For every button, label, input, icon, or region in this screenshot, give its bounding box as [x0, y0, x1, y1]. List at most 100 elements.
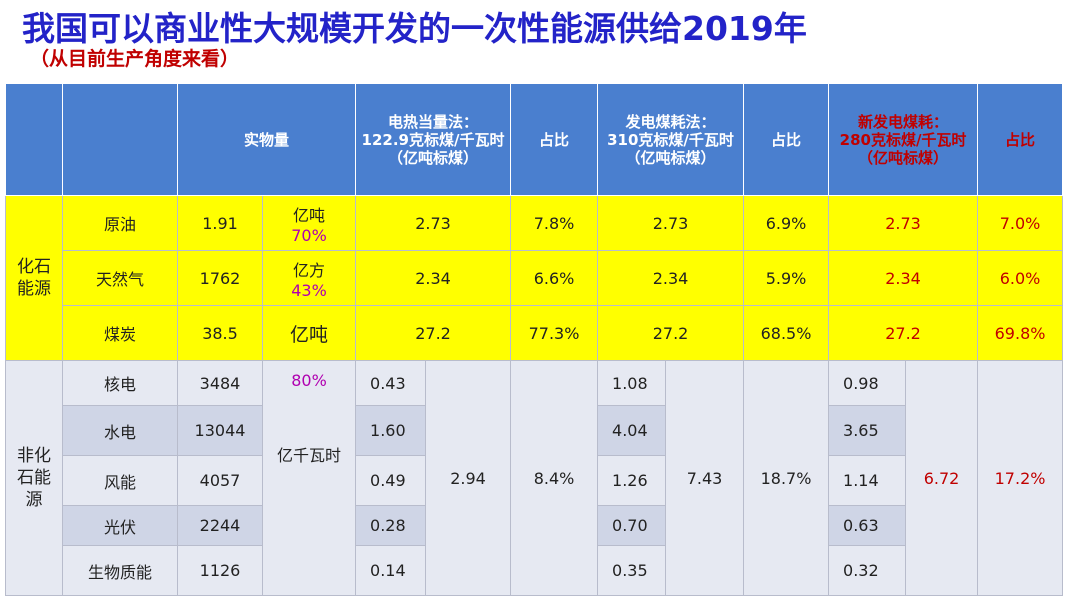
cell-value: 7.0%	[999, 213, 1041, 233]
cell-value: 77.3%	[528, 323, 580, 343]
table-cell: 风能	[62, 455, 178, 506]
cell-value: 27.2	[415, 323, 451, 343]
row-label: 光伏	[103, 517, 136, 537]
table-cell: 27.2	[828, 305, 979, 361]
table-cell: 6.9%	[743, 195, 830, 251]
table-row: 风能 4057 0.49 1.26 1.14	[6, 455, 1063, 506]
note: 43%	[291, 280, 327, 300]
table-cell: 亿吨	[261, 305, 357, 361]
table-cell: 6.72	[905, 360, 979, 596]
table-cell: 0.43	[355, 360, 427, 406]
total-value: 6.72	[923, 468, 960, 488]
table-cell: 占比	[743, 83, 830, 196]
unit-label: 亿吨	[290, 323, 329, 346]
cell-value: 6.6%	[533, 268, 575, 288]
cell-value: 1.14	[843, 471, 879, 490]
table-cell: 2.34	[355, 250, 512, 306]
cell-value: 68.5%	[760, 323, 812, 343]
table-cell: 0.70	[597, 505, 667, 546]
table-row: 化石能源 原油 1.91 亿吨 70% 2.73 7.8% 2.73 6.9% 2.73 7.0%	[5, 195, 1064, 361]
table-cell: 5.9%	[743, 250, 830, 306]
title: 我国可以商业性大规模开发的一次性能源供给2019年	[22, 9, 807, 48]
unit-label: 亿吨	[293, 205, 326, 225]
table-cell: 实物量	[176, 83, 357, 196]
table-cell: 0.98	[828, 360, 907, 406]
total-value: 2.94	[450, 468, 486, 488]
cell-value: 0.32	[843, 561, 879, 580]
table-cell: 3484	[177, 360, 263, 406]
table-cell: 13044	[177, 405, 263, 456]
table-cell: 4057	[177, 455, 263, 506]
table-cell: 0.32	[828, 545, 907, 596]
cell-value: 2.34	[652, 268, 689, 288]
table-cell	[62, 83, 178, 196]
cell-value: 13044	[194, 421, 246, 440]
cell-value: 27.2	[885, 323, 921, 343]
table-cell: 8.4%	[510, 360, 599, 596]
table-cell: 1762	[177, 250, 263, 306]
table-cell: 发电煤耗法： 310克标煤/千瓦时 （亿吨标煤）	[597, 83, 745, 196]
cell-value: 6.0%	[999, 268, 1041, 288]
cell-value: 0.28	[370, 516, 406, 535]
table-cell: 2.73	[597, 195, 745, 251]
table-cell: 0.14	[355, 545, 427, 596]
row-label: 生物质能	[87, 562, 152, 582]
table-cell: 69.8%	[977, 305, 1064, 361]
row-label: 核电	[103, 375, 136, 394]
table-cell: 3.65	[828, 405, 907, 456]
header-label: （亿吨标煤）	[388, 148, 479, 167]
cell-value: 3.65	[843, 421, 879, 440]
unit-label: 亿千瓦时	[277, 446, 342, 465]
cell-value: 5.9%	[765, 268, 807, 288]
note: 80%	[291, 371, 327, 390]
cell-value: 0.98	[843, 373, 879, 393]
cell-value: 0.14	[370, 561, 406, 580]
table-cell: 非化石能源	[5, 360, 63, 596]
table-cell: 1.08	[597, 360, 667, 406]
table-cell: 2.73	[828, 195, 979, 251]
row-label: 水电	[103, 422, 136, 442]
total-value: 17.2%	[994, 468, 1046, 488]
table-cell: 77.3%	[510, 305, 599, 361]
table-cell: 80% 亿千瓦时	[261, 360, 357, 596]
table-cell: 27.2	[355, 305, 512, 361]
table-cell: 1.60	[355, 405, 427, 456]
total-value: 18.7%	[760, 468, 812, 488]
note: 70%	[291, 225, 327, 245]
table: 实物量 电热当量法： 122.9克标煤/千瓦时 （亿吨标煤） 占比 发电煤耗法： 310克标…	[5, 83, 1064, 596]
cell-value: 2.73	[885, 213, 921, 233]
table-row: 水电 13044 1.60 4.04 3.65	[6, 405, 1063, 456]
table-cell: 7.8%	[510, 195, 599, 251]
group-label: 化石能源	[17, 257, 51, 299]
header-label: 电热当量法：	[388, 112, 479, 131]
table-row: 生物质能 1126 0.14 0.35 0.32	[6, 545, 1063, 596]
cell-value: 4057	[199, 471, 241, 490]
header-label: 280克标煤/千瓦时	[839, 130, 967, 149]
cell-value: 3484	[199, 373, 241, 393]
table-row: 天然气 1762 亿方 43% 2.34 6.6% 2.34 5.9% 2.34 6.0%	[6, 250, 1064, 306]
cell-value: 2.34	[885, 268, 921, 288]
table-cell: 2.34	[597, 250, 745, 306]
cell-value: 2.73	[652, 213, 689, 233]
table-cell: 0.35	[597, 545, 667, 596]
table-cell: 原油	[62, 195, 178, 251]
table-cell: 27.2	[597, 305, 745, 361]
total-value: 7.43	[686, 468, 723, 488]
cell-value: 38.5	[202, 323, 238, 343]
cell-value: 4.04	[612, 421, 648, 440]
table-cell: 电热当量法： 122.9克标煤/千瓦时 （亿吨标煤）	[355, 83, 512, 196]
row-label: 风能	[103, 472, 136, 492]
row-label: 天然气	[95, 270, 144, 289]
table-row: 光伏 2244 0.28 0.70 0.63	[6, 505, 1063, 546]
header-label: （亿吨标煤）	[625, 148, 716, 167]
cell-value: 1.26	[612, 471, 648, 490]
table-cell: 1.26	[597, 455, 667, 506]
cell-value: 0.70	[612, 516, 648, 535]
group-label: 非化石能源	[17, 446, 51, 510]
table-cell: 7.43	[665, 360, 745, 596]
header-label: 122.9克标煤/千瓦时	[361, 130, 505, 149]
row-label: 煤炭	[103, 325, 136, 344]
table-row: 实物量 电热当量法： 122.9克标煤/千瓦时 （亿吨标煤） 占比 发电煤耗法： 310克标…	[5, 83, 1064, 196]
table-cell: 6.6%	[510, 250, 599, 306]
cell-value: 1.08	[612, 373, 648, 393]
